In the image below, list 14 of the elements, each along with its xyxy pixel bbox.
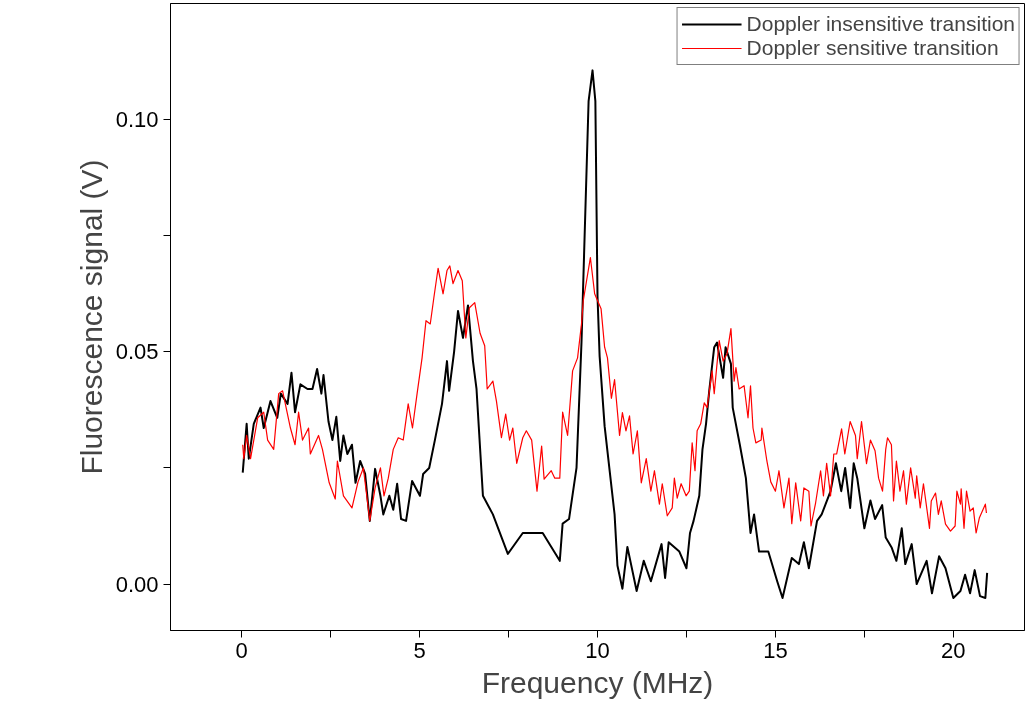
line-series [242, 256, 988, 534]
x-tick-label: 10 [585, 637, 610, 663]
x-tick-label: 0 [235, 637, 248, 663]
y-axis-title: Fluorescence signal (V) [74, 159, 108, 475]
legend-label: Doppler sensitive transition [746, 36, 999, 60]
y-tick-label: 0.05 [115, 339, 159, 365]
x-tick-label: 15 [763, 637, 788, 663]
line-series [241, 69, 989, 599]
y-tick-label: 0.10 [115, 107, 159, 133]
x-tick-label: 20 [941, 637, 966, 663]
x-tick-label: 5 [413, 637, 426, 663]
y-tick-label: 0.00 [115, 571, 159, 597]
legend-label: Doppler insensitive transition [746, 12, 1015, 36]
x-axis-title: Frequency (MHz) [481, 665, 714, 699]
